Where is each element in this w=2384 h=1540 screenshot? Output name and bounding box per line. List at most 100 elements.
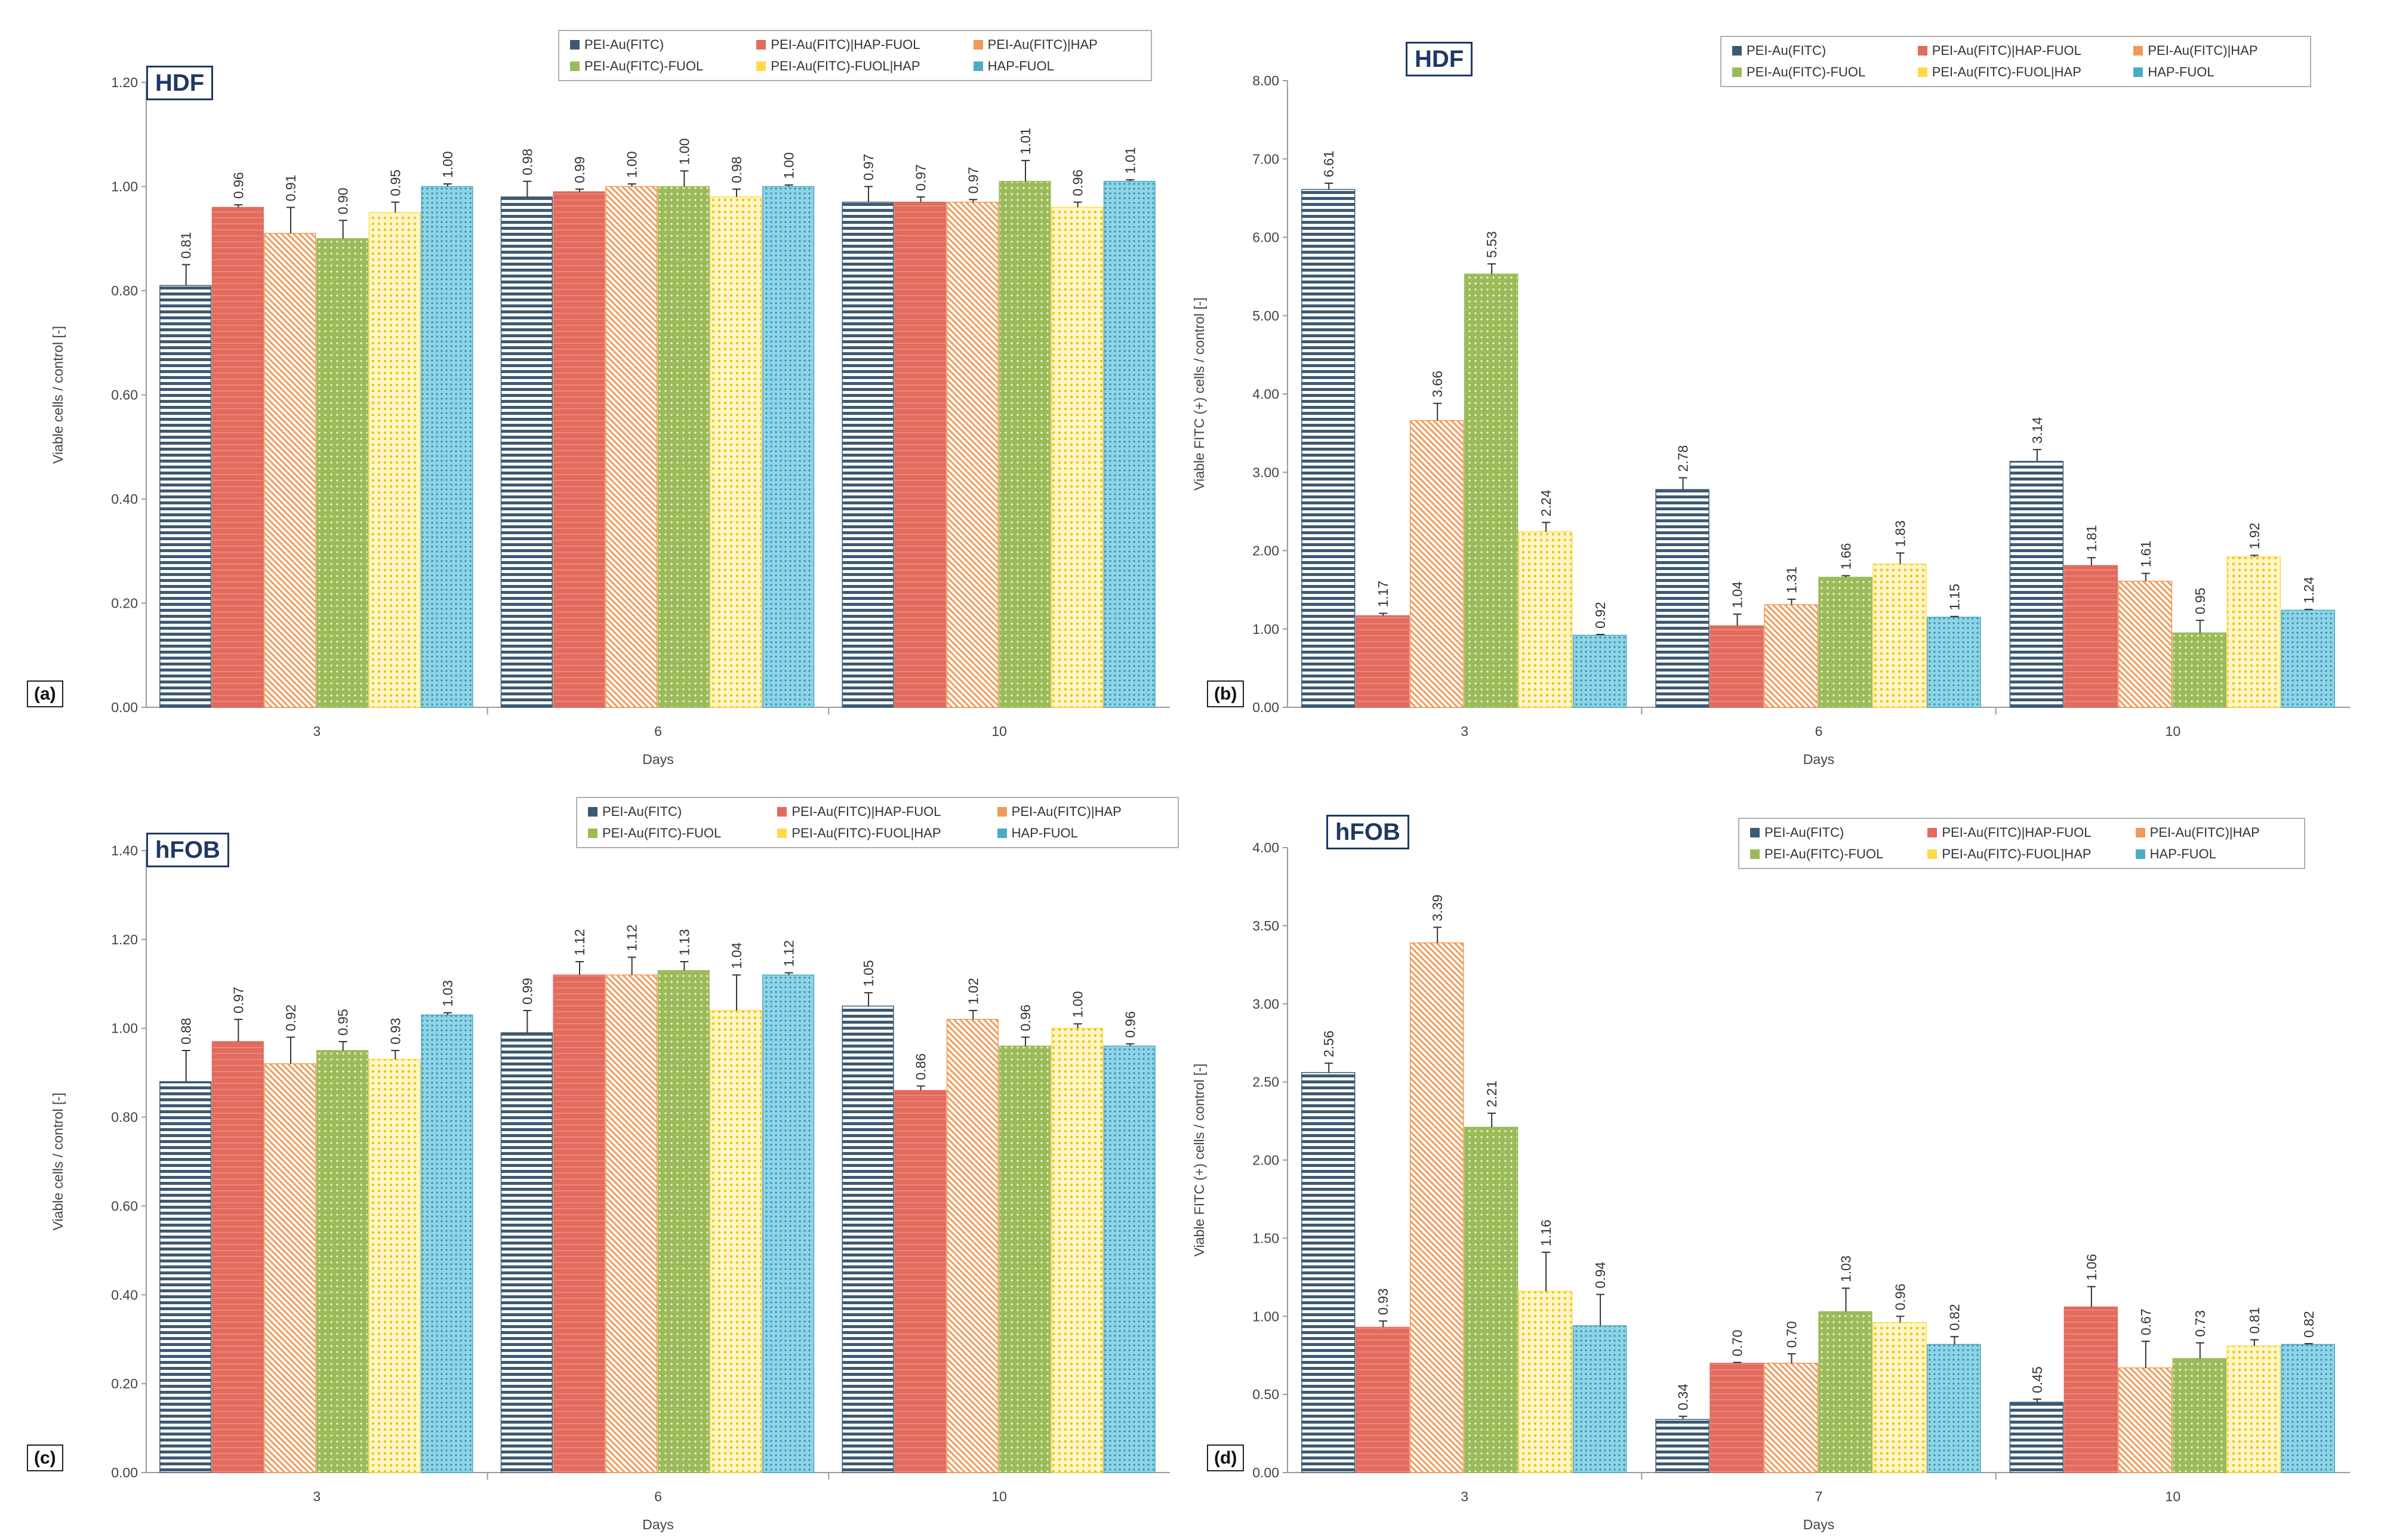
legend-swatch: [588, 807, 597, 817]
x-tick-label: 10: [2166, 723, 2181, 739]
bar: [1355, 615, 1410, 708]
legend-item: PEI-Au(FITC)-FUOL|HAP: [1927, 846, 2124, 862]
legend-d: PEI-Au(FITC) PEI-Au(FITC)|HAP-FUOL PEI-A…: [1738, 818, 2305, 869]
y-tick-label: 6.00: [1252, 230, 1279, 245]
bar: [368, 212, 421, 708]
y-tick-label: 0.40: [111, 491, 138, 507]
bar: [946, 201, 999, 708]
y-tick-label: 0.20: [111, 1376, 138, 1391]
data-label: 1.13: [676, 929, 692, 956]
legend-label: PEI-Au(FITC)|HAP: [2149, 825, 2260, 840]
bar: [553, 191, 605, 708]
y-axis-title: Viable cells / control [-]: [50, 1093, 66, 1231]
bar: [2226, 556, 2281, 708]
legend-label: PEI-Au(FITC)-FUOL: [1764, 846, 1884, 861]
bar: [1103, 181, 1156, 708]
data-label: 1.06: [2084, 1254, 2099, 1281]
data-label: 0.96: [1018, 1005, 1033, 1031]
data-label: 1.00: [1070, 991, 1086, 1018]
y-tick-label: 2.00: [1252, 543, 1279, 559]
legend-item: PEI-Au(FITC): [570, 37, 746, 53]
cell-line-label-c: hFOB: [146, 833, 229, 867]
bar: [1764, 604, 1818, 708]
legend-item: PEI-Au(FITC): [588, 804, 766, 820]
data-label: 0.82: [1946, 1304, 1962, 1331]
data-label: 0.70: [1784, 1321, 1800, 1348]
bar: [1301, 189, 1356, 708]
bar: [1818, 577, 1872, 708]
x-axis-title: Days: [642, 1517, 673, 1532]
bar: [894, 1090, 947, 1473]
y-axis-title: Viable FITC (+) cells / control [-]: [1191, 1064, 1207, 1257]
y-tick-label: 1.00: [111, 179, 138, 195]
legend-label: PEI-Au(FITC)|HAP-FUOL: [1942, 825, 2092, 840]
x-tick-label: 6: [654, 723, 662, 739]
data-label: 0.82: [2301, 1311, 2317, 1338]
legend-swatch: [1732, 67, 1742, 77]
bar: [159, 285, 212, 708]
legend-label: PEI-Au(FITC)-FUOL: [602, 826, 722, 840]
bar: [2172, 1358, 2227, 1473]
legend-swatch: [2133, 67, 2143, 77]
legend-label: PEI-Au(FITC)|HAP: [2148, 43, 2258, 58]
legend-item: PEI-Au(FITC)-FUOL: [1732, 64, 1907, 80]
y-tick-label: 2.00: [1252, 1153, 1279, 1168]
data-label: 2.78: [1675, 445, 1691, 472]
x-axis-title: Days: [1803, 1517, 1834, 1532]
legend-label: HAP-FUOL: [987, 58, 1054, 73]
panel-b: 0.00 1.00 2.00 3.00 4.00 5.00 6.00 7.00 8.00 Viab…: [1191, 0, 2384, 770]
data-label: 1.12: [572, 929, 587, 956]
y-tick-label: 3.50: [1252, 918, 1279, 934]
bar: [1710, 625, 1764, 708]
legend-item: PEI-Au(FITC): [1732, 43, 1907, 58]
bar: [605, 186, 658, 708]
data-label: 1.04: [729, 942, 744, 969]
y-tick-label: 1.50: [1252, 1230, 1279, 1246]
legend-swatch: [2135, 849, 2145, 859]
legend-label: PEI-Au(FITC)-FUOL: [1747, 64, 1866, 79]
y-tick-label: 0.00: [111, 1465, 138, 1480]
legend-item: PEI-Au(FITC)-FUOL: [1750, 846, 1917, 862]
legend-label: PEI-Au(FITC)|HAP-FUOL: [1932, 43, 2081, 58]
data-label: 0.88: [178, 1018, 194, 1045]
y-tick-label: 1.40: [111, 843, 138, 858]
legend-label: PEI-Au(FITC): [1764, 825, 1844, 840]
x-tick-label: 7: [1815, 1489, 1823, 1504]
data-label: 0.73: [2192, 1310, 2208, 1337]
data-label: 1.92: [2247, 523, 2262, 550]
legend-item: PEI-Au(FITC)|HAP-FUOL: [777, 804, 986, 820]
x-axis-title: Days: [1803, 751, 1834, 767]
bar: [2009, 461, 2064, 708]
y-tick-label: 1.20: [111, 75, 138, 90]
x-tick-label: 3: [313, 723, 321, 739]
legend-swatch: [588, 828, 597, 838]
legend-swatch: [1917, 46, 1927, 56]
y-tick-label: 1.00: [111, 1021, 138, 1036]
legend-label: PEI-Au(FITC): [584, 37, 664, 52]
legend-swatch: [756, 40, 766, 50]
data-label: 0.95: [387, 170, 403, 196]
y-axis-title: Viable FITC (+) cells / control [-]: [1191, 297, 1207, 491]
bar: [1409, 420, 1464, 708]
bar: [264, 1063, 316, 1473]
panel-letter-b: (b): [1207, 680, 1245, 707]
bar: [1464, 1126, 1519, 1473]
legend-label: PEI-Au(FITC)|HAP: [987, 37, 1098, 52]
data-label: 0.92: [283, 1005, 298, 1031]
legend-swatch: [1750, 849, 1760, 859]
y-tick-label: 1.00: [1252, 621, 1279, 637]
data-label: 0.90: [335, 187, 351, 214]
bar: [368, 1059, 421, 1473]
data-label: 0.34: [1675, 1384, 1691, 1410]
legend-item: PEI-Au(FITC): [1750, 825, 1917, 840]
x-tick-label: 10: [2166, 1489, 2181, 1504]
data-label: 0.95: [335, 1009, 351, 1036]
legend-item: HAP-FUOL: [2133, 64, 2299, 80]
legend-c: PEI-Au(FITC) PEI-Au(FITC)|HAP-FUOL PEI-A…: [576, 797, 1179, 848]
bar: [1872, 1322, 1927, 1473]
x-tick-label: 6: [1815, 723, 1823, 739]
data-label: 3.14: [2029, 417, 2045, 443]
legend-item: HAP-FUOL: [2135, 846, 2293, 862]
data-label: 0.97: [965, 167, 981, 194]
legend-item: PEI-Au(FITC)|HAP: [2135, 825, 2293, 840]
